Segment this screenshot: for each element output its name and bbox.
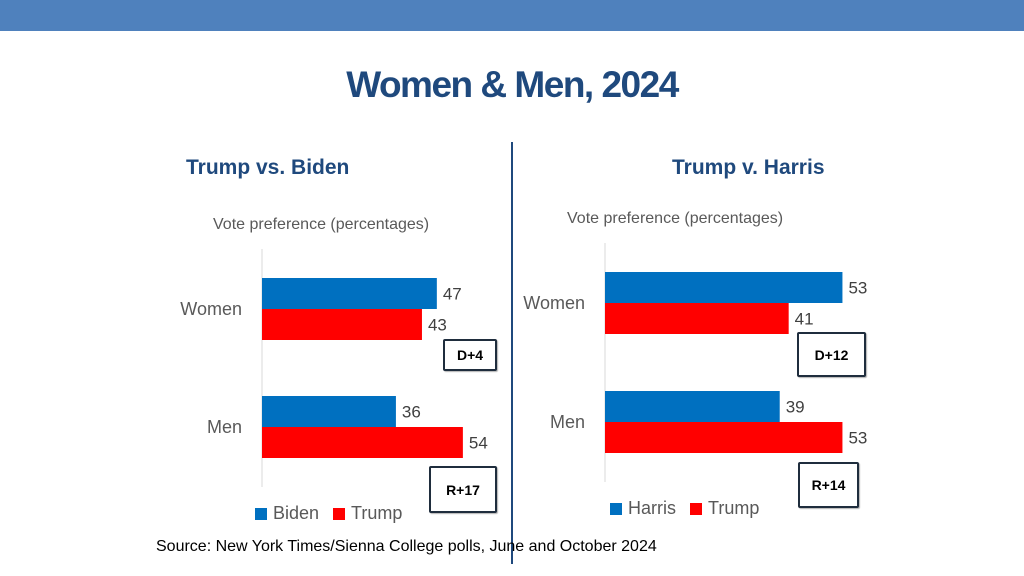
legend-label-trump-right: Trump (708, 498, 760, 518)
left-chart-subtitle: Vote preference (percentages) (213, 216, 430, 233)
bar-trump-men (605, 422, 843, 453)
value-label-harris-men: 39 (786, 398, 805, 417)
bar-trump-women (262, 309, 422, 340)
chart-1-category-men: Men (550, 412, 585, 432)
legend-label-trump: Trump (351, 503, 403, 523)
slide-title: Women & Men, 2024 (346, 64, 679, 105)
legend-swatch-trump-right (690, 502, 702, 515)
left-legend: Biden Trump (255, 503, 416, 524)
value-label-harris-women: 53 (848, 279, 867, 298)
panel-divider (511, 142, 513, 564)
right-chart-subtitle: Vote preference (percentages) (567, 210, 784, 227)
left-women-margin-badge: D+4 (443, 339, 497, 371)
bar-trump-men (262, 427, 463, 458)
bar-harris-men (605, 391, 780, 422)
chart-0-category-men: Men (207, 417, 242, 437)
legend-item-trump: Trump (333, 503, 402, 524)
chart-1-category-women: Women (523, 293, 585, 313)
legend-item-biden: Biden (255, 503, 319, 524)
left-men-margin-badge: R+17 (429, 466, 497, 513)
value-label-trump-women: 43 (428, 316, 447, 335)
legend-item-trump-right: Trump (690, 498, 759, 519)
chart-0-category-women: Women (180, 299, 242, 319)
header-band (0, 0, 1024, 31)
value-label-trump-women: 41 (795, 310, 814, 329)
value-label-trump-men: 53 (848, 429, 867, 448)
value-label-trump-men: 54 (469, 434, 488, 453)
legend-label-harris: Harris (628, 498, 676, 518)
value-label-biden-men: 36 (402, 403, 421, 422)
right-men-margin-badge: R+14 (798, 462, 859, 508)
legend-label-biden: Biden (273, 503, 320, 523)
left-panel-title: Trump vs. Biden (186, 156, 350, 179)
left-chart-svg: Women 47 43 Men 36 54 (180, 249, 488, 487)
bar-harris-women (605, 272, 843, 303)
legend-swatch-trump (333, 507, 346, 520)
bar-biden-women (262, 278, 437, 309)
bar-biden-men (262, 396, 396, 427)
bar-trump-women (605, 303, 789, 334)
right-legend: Harris Trump (610, 498, 773, 519)
right-panel-title: Trump v. Harris (672, 156, 825, 179)
source-note: Source: New York Times/Sienna College po… (156, 538, 657, 555)
right-women-margin-badge: D+12 (797, 332, 866, 377)
legend-swatch-biden (255, 507, 267, 520)
value-label-biden-women: 47 (443, 285, 462, 304)
left-bar-chart: Women 47 43 Men 36 54 (180, 249, 488, 487)
legend-item-harris: Harris (610, 498, 676, 519)
legend-swatch-harris (610, 502, 622, 515)
